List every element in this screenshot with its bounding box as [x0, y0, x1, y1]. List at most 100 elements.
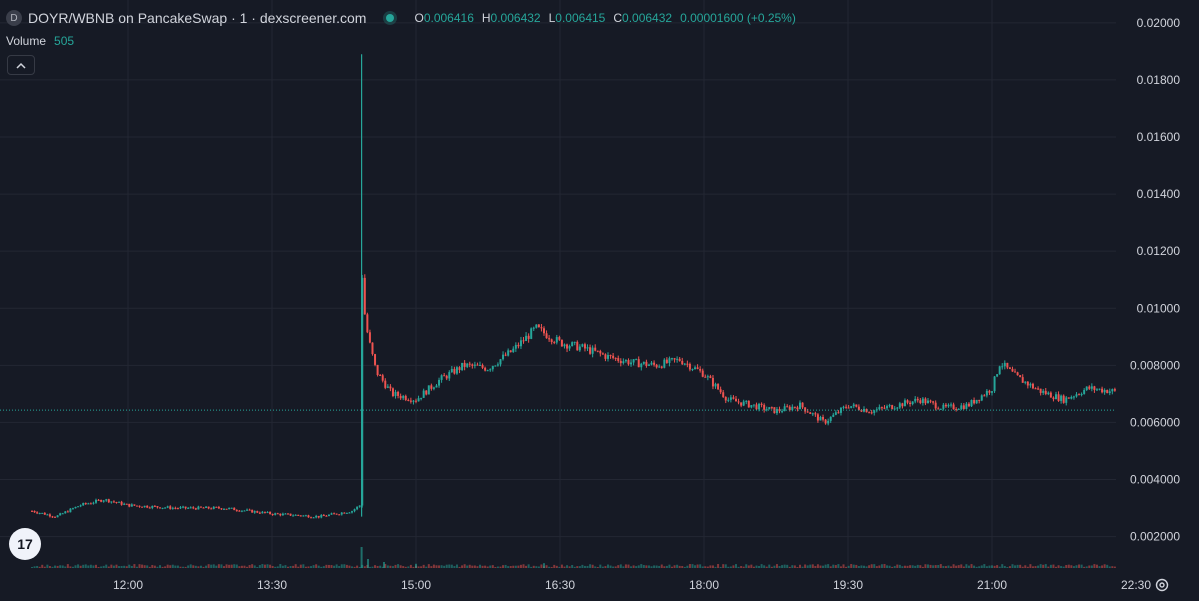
candle-body	[1103, 390, 1106, 393]
price-axis[interactable]: 0.002000 0.004000 0.006000 0.008000 0.01000 0…	[1116, 0, 1199, 601]
volume-legend: Volume 505	[6, 34, 74, 48]
candle-body	[325, 515, 328, 517]
ohlc-values: O0.006416 H0.006432 L0.006415 C0.006432 …	[414, 11, 795, 25]
collapse-legend-button[interactable]	[7, 55, 35, 75]
candle-body	[43, 512, 46, 515]
volume-bar	[404, 566, 407, 568]
volume-bar	[450, 564, 453, 568]
volume-bar	[77, 564, 80, 568]
volume-bar	[69, 566, 72, 568]
candle-body	[476, 364, 479, 366]
volume-bar	[609, 565, 612, 568]
candle-body	[1011, 368, 1014, 372]
x-tick-label: 19:30	[833, 578, 863, 592]
volume-bar	[709, 565, 712, 568]
volume-bar	[1014, 565, 1017, 568]
volume-bar	[852, 564, 855, 568]
candle-body	[1111, 389, 1114, 392]
volume-bar	[1103, 564, 1106, 568]
candle-body	[829, 416, 832, 421]
tradingview-logo-icon[interactable]: 17	[9, 528, 41, 560]
candle-body	[54, 516, 57, 518]
volume-bar	[975, 566, 978, 568]
volume-bar	[811, 564, 814, 568]
volume-bar	[880, 564, 883, 568]
volume-bar	[1021, 566, 1024, 568]
volume-bar	[589, 564, 592, 568]
close-value: 0.006432	[622, 11, 673, 25]
volume-bar	[128, 564, 131, 568]
candle-body	[622, 361, 625, 364]
volume-bar	[855, 564, 858, 568]
volume-bar	[169, 565, 172, 568]
candle-body	[663, 359, 666, 368]
time-axis[interactable]: 12:00 13:30 15:00 16:30 18:00 19:30 21:00 22:30…	[0, 568, 1199, 601]
volume-bar	[752, 566, 755, 568]
candle-body	[491, 366, 494, 370]
volume-bar	[719, 566, 722, 568]
candle-body	[125, 503, 128, 505]
volume-bar	[207, 564, 210, 568]
candle-body	[225, 508, 228, 510]
volume-bar	[256, 566, 259, 568]
candle-body	[860, 409, 863, 412]
volume-bar	[356, 565, 359, 568]
volume-bar	[1098, 566, 1101, 568]
candle-body	[299, 515, 302, 517]
volume-bar	[302, 564, 305, 568]
candle-body	[1034, 388, 1037, 390]
candle-body	[801, 402, 804, 408]
volume-bar	[619, 564, 622, 568]
candle-body	[814, 413, 817, 415]
volume-bar	[409, 564, 412, 568]
volume-bar	[425, 566, 428, 568]
volume-bar	[983, 564, 986, 568]
volume-bar	[391, 566, 394, 568]
candle-body	[343, 512, 346, 514]
volume-bar	[514, 565, 517, 568]
volume-bar	[706, 566, 709, 568]
volume-bar	[427, 564, 430, 568]
volume-bar	[153, 565, 156, 568]
candle-body	[223, 508, 225, 510]
volume-bar	[1047, 566, 1050, 568]
volume-bar	[829, 566, 832, 568]
volume-bar	[1085, 566, 1088, 568]
volume-bar	[870, 564, 873, 568]
candle-body	[1014, 371, 1017, 373]
volume-bar	[624, 564, 627, 568]
volume-bar	[868, 565, 871, 568]
candle-body	[601, 353, 604, 355]
candle-body	[445, 375, 448, 379]
volume-bar	[837, 564, 840, 568]
volume-bar	[665, 565, 668, 568]
candle-body	[750, 405, 753, 408]
volume-bar	[676, 564, 679, 568]
volume-bar	[171, 564, 174, 568]
volume-bar	[911, 565, 914, 568]
gear-icon[interactable]	[1153, 576, 1171, 594]
volume-bar	[130, 565, 133, 568]
volume-bar	[781, 565, 784, 568]
volume-bar	[944, 566, 947, 568]
candle-body	[996, 374, 999, 377]
volume-bar	[225, 564, 228, 568]
candle-body	[463, 362, 466, 367]
volume-bar	[1108, 566, 1111, 568]
volume-bar	[622, 566, 625, 568]
candle-body	[338, 514, 341, 516]
volume-bar	[612, 566, 615, 568]
candle-body	[292, 515, 295, 517]
candle-body	[955, 409, 958, 411]
candle-body	[504, 354, 507, 356]
candle-body	[676, 358, 679, 360]
candle-body	[256, 511, 259, 513]
volume-bar	[327, 564, 330, 568]
candle-body	[878, 407, 881, 410]
volume-bar	[796, 566, 799, 568]
candle-body	[809, 412, 812, 414]
volume-bar	[389, 565, 392, 568]
volume-bar	[79, 565, 82, 568]
volume-bar	[970, 564, 973, 568]
